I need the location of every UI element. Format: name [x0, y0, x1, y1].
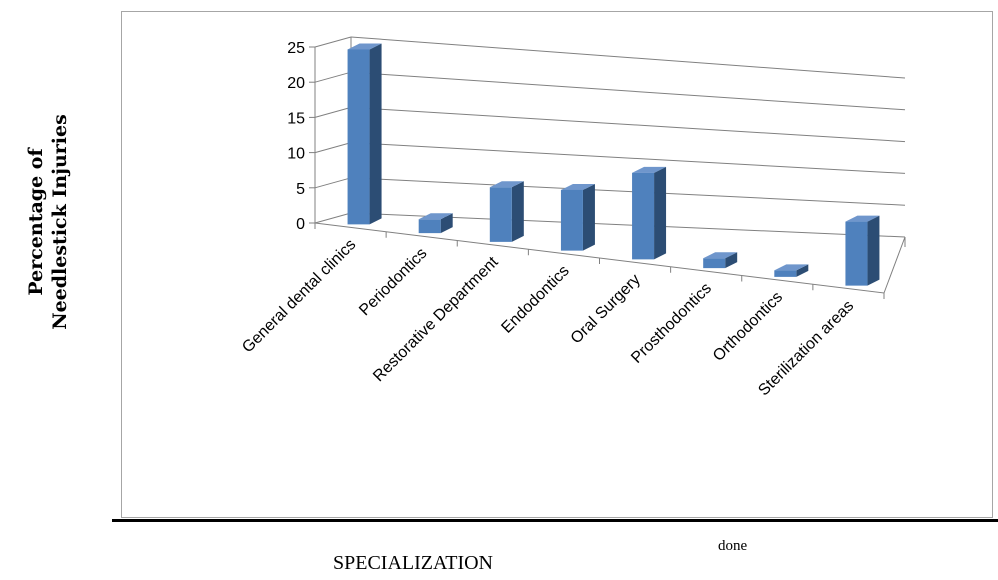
gridline-side: [314, 36, 352, 48]
gridline-side: [314, 177, 352, 189]
category-label: Oral Surgery: [568, 271, 644, 347]
x-axis-title: SPECIALIZATION: [333, 552, 493, 574]
bar-top: [632, 166, 667, 173]
bar-side: [511, 181, 524, 242]
category-label: Prosthodontics: [628, 280, 715, 367]
gridline: [350, 106, 906, 143]
bar: [418, 219, 441, 234]
y-tick-label: 5: [296, 181, 305, 198]
tick-labels: 0 5 10 15 20 25: [287, 40, 305, 233]
bar-top: [560, 183, 595, 190]
gridlines: [314, 36, 906, 238]
bar-top: [774, 264, 809, 271]
bar: [774, 270, 797, 277]
bar-side: [654, 166, 667, 260]
y-tick-label: 10: [287, 146, 305, 163]
bar-side: [796, 264, 809, 277]
bar: [347, 49, 370, 225]
gridline-side: [314, 142, 352, 154]
bar-top: [418, 213, 453, 220]
bar-side: [725, 252, 738, 269]
bar-top: [845, 215, 880, 222]
gridline-side: [314, 212, 352, 224]
bottom-rule: [112, 519, 998, 522]
footnote-text: done: [718, 538, 748, 554]
bar-top: [489, 181, 524, 188]
gridline: [350, 36, 906, 79]
bar-side: [867, 215, 880, 286]
gridline-side: [314, 106, 352, 118]
gridline: [350, 177, 906, 206]
bar-top: [703, 252, 738, 259]
gridline: [350, 71, 906, 111]
bar: [632, 172, 655, 260]
category-label: Orthodontics: [710, 289, 786, 365]
chart-frame: [121, 11, 993, 518]
bar: [489, 187, 512, 242]
category-label: General dental clinics: [239, 236, 359, 356]
y-tick-label: 15: [287, 110, 305, 127]
y-tick-label: 20: [287, 75, 305, 92]
bar: [845, 221, 868, 286]
bar-side: [440, 213, 453, 234]
bars: [347, 43, 880, 286]
y-tick-label: 25: [287, 40, 305, 57]
bar: [703, 258, 726, 269]
y-tick-label: 0: [296, 216, 305, 233]
bar: [560, 189, 583, 251]
gridline-side: [314, 71, 352, 83]
bar-top: [347, 43, 382, 50]
gridline: [350, 142, 906, 174]
bar-side: [369, 43, 382, 225]
category-labels: General dental clinicsPeriodonticsRestor…: [239, 236, 857, 399]
category-label: Periodontics: [356, 245, 430, 319]
bar-side: [582, 183, 595, 251]
category-label: Endodontics: [498, 262, 572, 336]
